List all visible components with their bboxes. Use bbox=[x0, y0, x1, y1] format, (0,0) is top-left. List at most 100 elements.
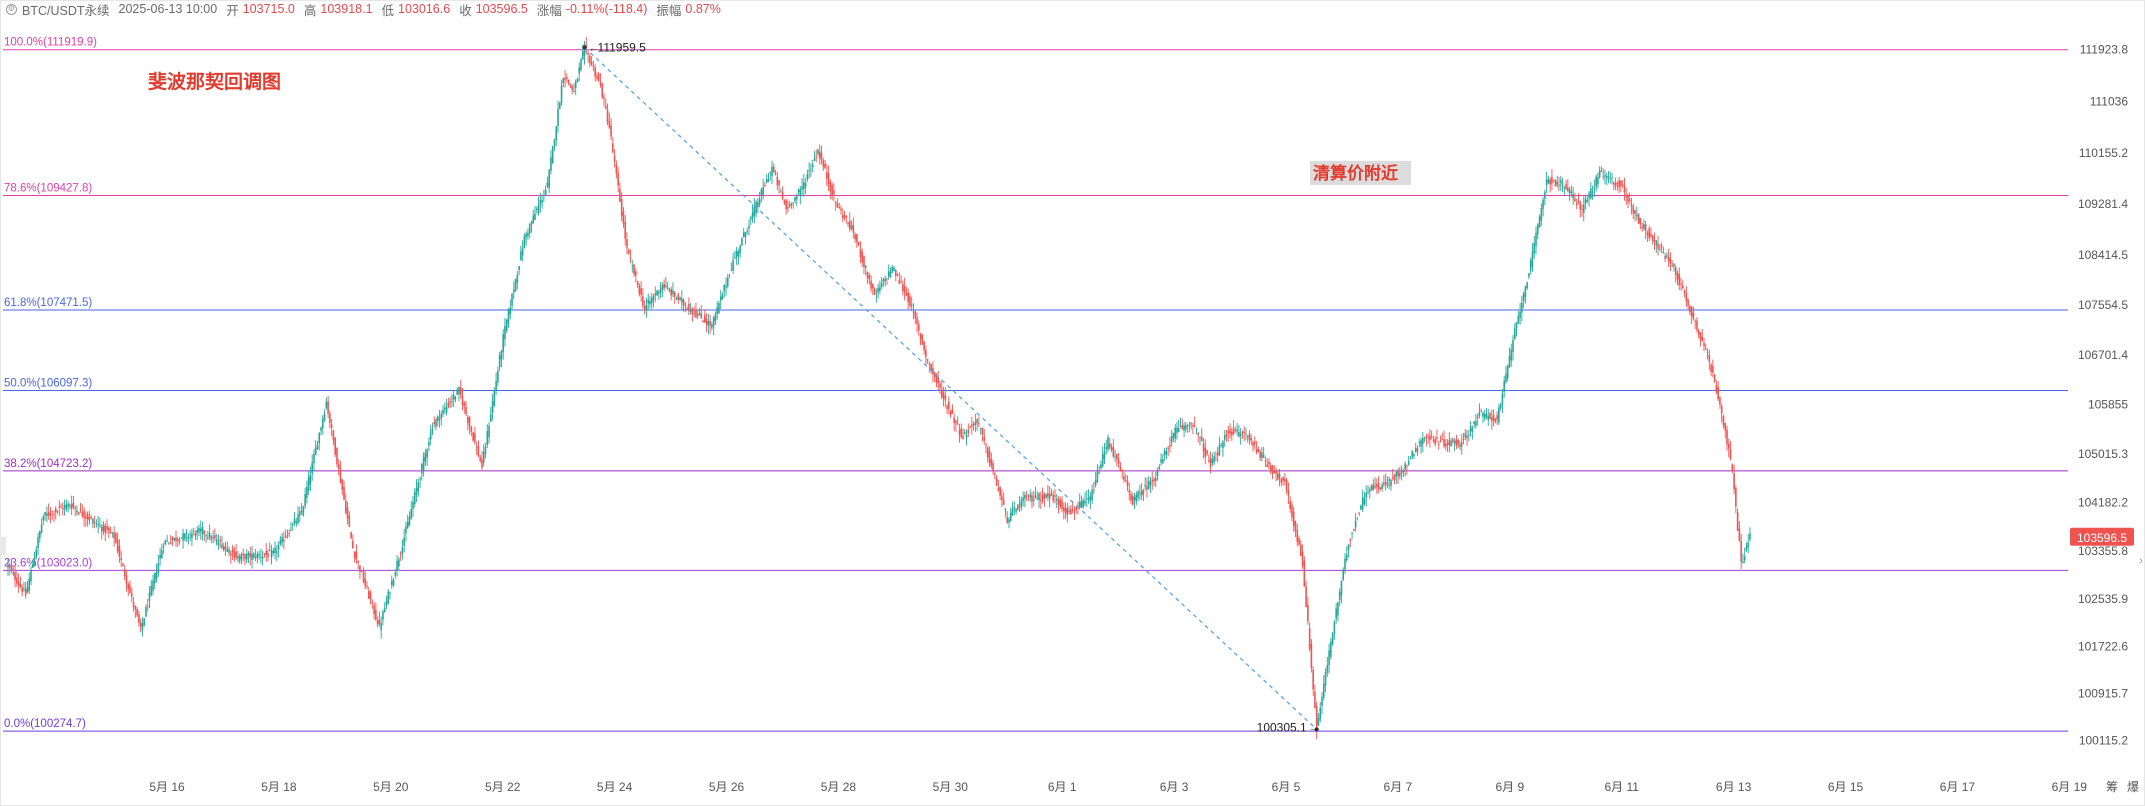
candle-body bbox=[693, 313, 695, 314]
candle bbox=[1579, 200, 1582, 218]
candle-body bbox=[1209, 458, 1212, 467]
candle-body bbox=[316, 445, 319, 450]
candle bbox=[217, 534, 220, 550]
candle bbox=[1694, 319, 1696, 330]
candle bbox=[1414, 442, 1417, 453]
candle-body bbox=[79, 509, 82, 510]
candle bbox=[1128, 482, 1131, 501]
candle bbox=[178, 537, 181, 545]
candle bbox=[707, 313, 710, 335]
candle-body bbox=[290, 530, 292, 531]
candle bbox=[658, 289, 660, 300]
candle-body bbox=[795, 195, 798, 200]
candle-body bbox=[1337, 602, 1339, 616]
candle-body bbox=[1453, 440, 1456, 444]
candle-body bbox=[919, 333, 922, 340]
candle bbox=[314, 439, 317, 455]
candle bbox=[732, 252, 734, 274]
candle-body bbox=[1513, 328, 1516, 339]
candle-body bbox=[1628, 199, 1631, 202]
settings-icon[interactable]: ⚙ bbox=[6, 3, 17, 15]
candle-body bbox=[199, 528, 202, 532]
candle-body bbox=[514, 279, 517, 292]
candle bbox=[790, 202, 793, 209]
candle bbox=[774, 169, 777, 176]
candle bbox=[1146, 477, 1148, 498]
current-price-tag[interactable] bbox=[2070, 527, 2134, 546]
candle-body bbox=[1330, 641, 1332, 657]
candle bbox=[465, 400, 467, 417]
candle bbox=[1017, 504, 1019, 511]
candle-body bbox=[739, 245, 741, 253]
candle-body bbox=[831, 184, 833, 196]
candle-body bbox=[1365, 493, 1368, 498]
candle bbox=[1602, 168, 1605, 180]
candle-body bbox=[716, 307, 718, 314]
candle-body bbox=[1506, 365, 1509, 379]
candle-body bbox=[879, 287, 881, 291]
candle bbox=[1386, 476, 1389, 488]
candle bbox=[196, 526, 199, 541]
liquidation-label[interactable]: 爆 bbox=[2127, 780, 2139, 794]
candle-body bbox=[933, 372, 936, 377]
candle bbox=[967, 423, 970, 437]
candle-body bbox=[405, 526, 407, 534]
left-scroll-handle[interactable] bbox=[0, 537, 6, 555]
candle-body bbox=[1096, 471, 1099, 482]
candle bbox=[1689, 305, 1691, 316]
right-scroll-arrow-icon[interactable]: › bbox=[2139, 555, 2143, 567]
candle bbox=[1368, 487, 1371, 499]
candle bbox=[8, 562, 11, 576]
candle-body bbox=[426, 449, 428, 458]
candle bbox=[597, 72, 600, 83]
trendline-layer bbox=[582, 45, 1319, 732]
candle bbox=[120, 550, 122, 568]
candle bbox=[1722, 414, 1725, 429]
candle-body bbox=[990, 459, 993, 467]
candle-body bbox=[108, 528, 110, 532]
candle-body bbox=[1100, 464, 1102, 469]
candle bbox=[1570, 185, 1573, 197]
candle bbox=[679, 296, 681, 301]
candle bbox=[1176, 421, 1178, 440]
candle-body bbox=[1529, 260, 1532, 271]
candle bbox=[1252, 440, 1254, 452]
candle bbox=[532, 209, 535, 224]
candle-body bbox=[979, 428, 982, 429]
candle bbox=[1227, 425, 1230, 442]
candle-body bbox=[1563, 186, 1566, 188]
candle bbox=[323, 409, 326, 423]
candle bbox=[1172, 432, 1175, 442]
time-axis[interactable]: 5月 16 5月 18 5月 20 5月 22 5月 24 5月 26 5月 28 5月 30… bbox=[149, 780, 2139, 794]
candle bbox=[1489, 412, 1491, 420]
candle bbox=[573, 83, 575, 93]
candle-body bbox=[1469, 426, 1472, 432]
candle-body bbox=[1213, 456, 1215, 463]
candle bbox=[1712, 359, 1714, 378]
candle-body bbox=[523, 236, 526, 249]
candle-body bbox=[824, 163, 826, 169]
candle bbox=[44, 511, 46, 521]
chip-distribution-label[interactable]: 筹 bbox=[2106, 780, 2118, 794]
candle-body bbox=[258, 554, 260, 557]
candle bbox=[877, 283, 879, 299]
candle bbox=[891, 264, 894, 274]
candle-body bbox=[498, 355, 501, 368]
candle-body bbox=[54, 508, 57, 513]
price-axis[interactable]: 111923.8111036110155.2109281.4108414.510… bbox=[2070, 43, 2134, 748]
price-tick-label: 110155.2 bbox=[2079, 146, 2128, 160]
candle-body bbox=[889, 271, 892, 277]
candle-body bbox=[528, 224, 531, 234]
symbol-label[interactable]: BTC/USDT永续 bbox=[22, 3, 110, 18]
candle-body bbox=[1519, 311, 1521, 318]
candle-body bbox=[182, 533, 184, 541]
candle-body bbox=[1243, 432, 1246, 433]
candle-body bbox=[900, 281, 902, 283]
candle bbox=[691, 307, 694, 322]
candle-body bbox=[256, 553, 259, 558]
candle bbox=[833, 183, 835, 202]
candle bbox=[1687, 297, 1689, 310]
candle-body bbox=[245, 553, 248, 560]
candle-body bbox=[1008, 519, 1010, 523]
